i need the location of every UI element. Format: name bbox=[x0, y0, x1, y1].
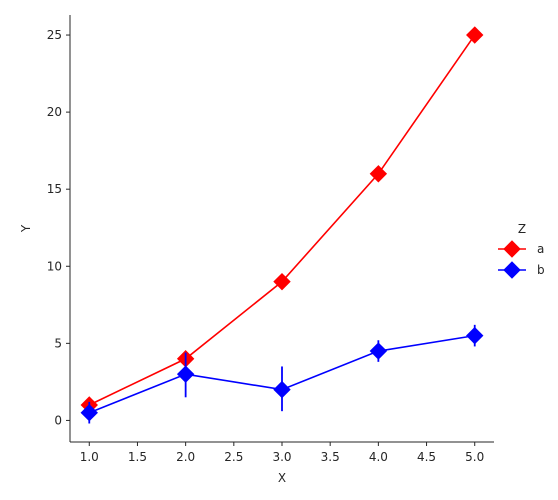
x-tick-label: 3.0 bbox=[272, 450, 291, 464]
y-tick-label: 15 bbox=[47, 182, 62, 196]
series-b bbox=[80, 324, 484, 424]
legend-item-b: b bbox=[498, 261, 545, 279]
legend-marker-a bbox=[503, 240, 521, 258]
data-point-a bbox=[369, 165, 388, 183]
data-point-a bbox=[273, 272, 291, 291]
legend: Z ab bbox=[498, 222, 545, 279]
y-tick-label: 10 bbox=[47, 259, 62, 273]
x-axis-label: X bbox=[278, 471, 286, 485]
x-tick-label: 3.5 bbox=[321, 450, 340, 464]
legend-marker-b bbox=[503, 261, 521, 279]
series-line-a bbox=[88, 34, 476, 406]
x-tick-label: 4.5 bbox=[417, 450, 436, 464]
y-tick-label: 25 bbox=[47, 28, 62, 42]
y-tick-label: 20 bbox=[47, 105, 62, 119]
x-tick-label: 1.0 bbox=[80, 450, 99, 464]
data-point-b bbox=[466, 326, 484, 345]
series-a bbox=[80, 26, 484, 414]
legend-label: a bbox=[537, 242, 544, 256]
x-tick-label: 2.5 bbox=[224, 450, 243, 464]
y-tick-label: 5 bbox=[54, 336, 62, 350]
plot-area bbox=[80, 26, 484, 424]
x-tick-label: 5.0 bbox=[465, 450, 484, 464]
x-tick-label: 1.5 bbox=[128, 450, 147, 464]
data-point-a bbox=[466, 26, 484, 44]
legend-item-a: a bbox=[498, 240, 544, 258]
y-axis-label: Y bbox=[19, 224, 33, 233]
x-tick-label: 4.0 bbox=[369, 450, 388, 464]
y-tick-label: 0 bbox=[54, 413, 62, 427]
data-point-b bbox=[369, 342, 388, 360]
data-point-b bbox=[273, 380, 291, 399]
axes: 1.0 1.5 2.0 2.5 3.0 3.5 4.0 4.5 5.0 0 5 10 15 20 25 bbox=[47, 15, 494, 464]
data-point-b bbox=[80, 404, 98, 422]
data-point-b bbox=[176, 365, 195, 383]
legend-label: b bbox=[537, 263, 545, 277]
legend-title: Z bbox=[518, 222, 526, 236]
x-tick-label: 2.0 bbox=[176, 450, 195, 464]
